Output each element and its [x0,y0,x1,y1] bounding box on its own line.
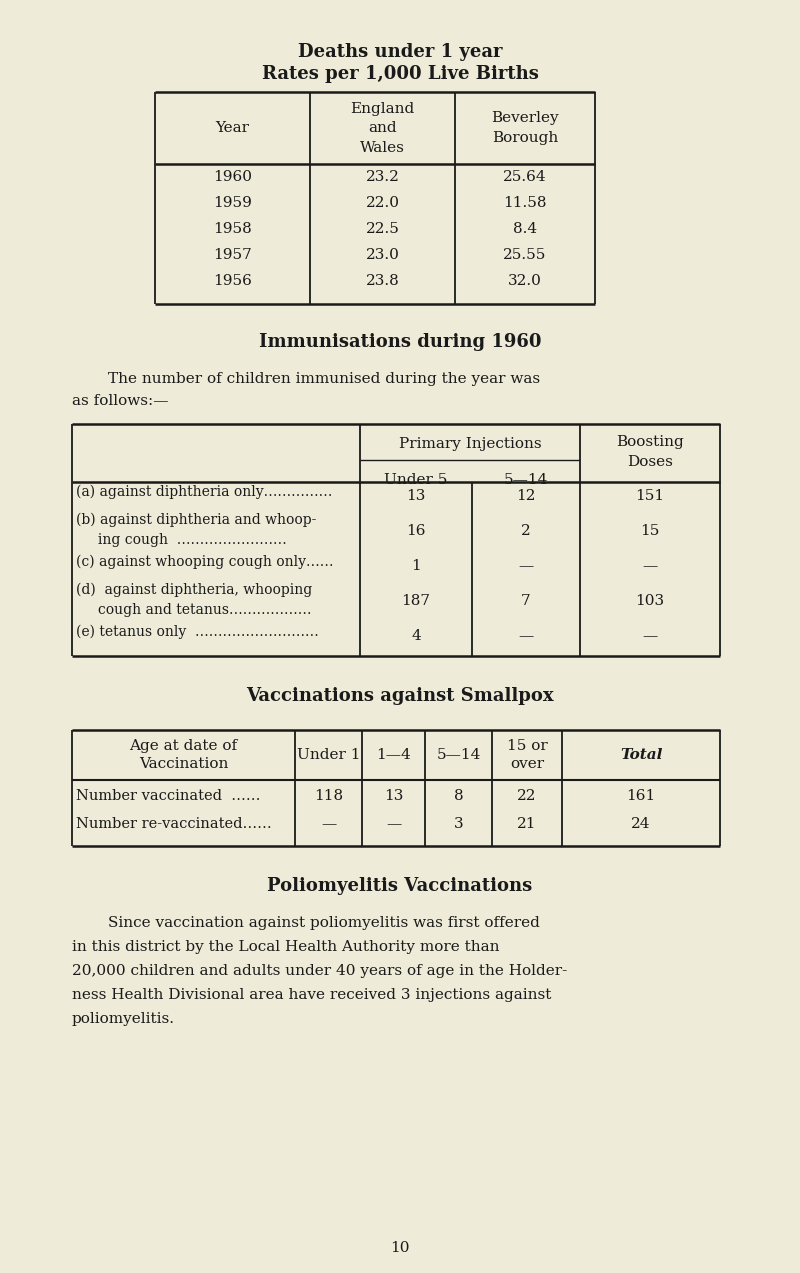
Text: —: — [642,629,658,643]
Text: Primary Injections: Primary Injections [398,437,542,451]
Text: 1958: 1958 [213,222,252,236]
Text: —: — [321,817,336,831]
Text: 1—4: 1—4 [376,749,411,763]
Text: 22: 22 [518,789,537,803]
Text: 23.8: 23.8 [366,274,399,288]
Text: Boosting
Doses: Boosting Doses [616,435,684,468]
Text: 23.0: 23.0 [366,248,399,262]
Text: Poliomyelitis Vaccinations: Poliomyelitis Vaccinations [267,877,533,895]
Text: Immunisations during 1960: Immunisations during 1960 [258,334,542,351]
Text: Deaths under 1 year: Deaths under 1 year [298,43,502,61]
Text: 118: 118 [314,789,343,803]
Text: —: — [518,559,534,573]
Text: —: — [386,817,401,831]
Text: 25.55: 25.55 [503,248,546,262]
Text: 1959: 1959 [213,196,252,210]
Text: The number of children immunised during the year was: The number of children immunised during … [108,372,540,386]
Text: 103: 103 [635,594,665,608]
Text: Year: Year [215,121,250,135]
Text: 151: 151 [635,489,665,503]
Text: 20,000 children and adults under 40 years of age in the Holder-: 20,000 children and adults under 40 year… [72,964,567,978]
Text: 11.58: 11.58 [503,196,546,210]
Text: 8: 8 [454,789,463,803]
Text: (b) against diphtheria and whoop-
     ing cough  ……………………: (b) against diphtheria and whoop- ing co… [76,513,316,547]
Text: 23.2: 23.2 [366,171,399,185]
Text: (c) against whooping cough only……: (c) against whooping cough only…… [76,555,334,569]
Text: Under 1: Under 1 [297,749,360,763]
Text: 15: 15 [640,524,660,538]
Text: Vaccinations against Smallpox: Vaccinations against Smallpox [246,687,554,705]
Text: 1: 1 [411,559,421,573]
Text: 21: 21 [518,817,537,831]
Text: 22.5: 22.5 [366,222,399,236]
Text: England
and
Wales: England and Wales [350,102,414,154]
Text: 1957: 1957 [213,248,252,262]
Text: 22.0: 22.0 [366,196,399,210]
Text: 1960: 1960 [213,171,252,185]
Text: —: — [642,559,658,573]
Text: (a) against diphtheria only……………: (a) against diphtheria only…………… [76,485,332,499]
Text: (d)  against diphtheria, whooping
     cough and tetanus………………: (d) against diphtheria, whooping cough a… [76,583,312,617]
Text: as follows:—: as follows:— [72,395,169,409]
Text: 5—14: 5—14 [504,474,548,488]
Text: 24: 24 [631,817,650,831]
Text: 5—14: 5—14 [436,749,481,763]
Text: 3: 3 [454,817,463,831]
Text: 25.64: 25.64 [503,171,547,185]
Text: Under 5: Under 5 [384,474,448,488]
Text: 187: 187 [402,594,430,608]
Text: Total: Total [620,749,662,763]
Text: 7: 7 [521,594,531,608]
Text: 13: 13 [384,789,403,803]
Text: Rates per 1,000 Live Births: Rates per 1,000 Live Births [262,65,538,83]
Text: Age at date of
Vaccination: Age at date of Vaccination [130,738,238,771]
Text: 13: 13 [406,489,426,503]
Text: 4: 4 [411,629,421,643]
Text: ness Health Divisional area have received 3 injections against: ness Health Divisional area have receive… [72,988,551,1002]
Text: 15 or
over: 15 or over [506,738,547,771]
Text: 32.0: 32.0 [508,274,542,288]
Text: Number re-vaccinated……: Number re-vaccinated…… [76,817,272,831]
Text: 161: 161 [626,789,656,803]
Text: 1956: 1956 [213,274,252,288]
Text: poliomyelitis.: poliomyelitis. [72,1012,175,1026]
Text: 8.4: 8.4 [513,222,537,236]
Text: Number vaccinated  ……: Number vaccinated …… [76,789,261,803]
Text: Beverley
Borough: Beverley Borough [491,111,559,145]
Text: in this district by the Local Health Authority more than: in this district by the Local Health Aut… [72,939,499,953]
Text: (e) tetanus only  ………………………: (e) tetanus only ……………………… [76,625,318,639]
Text: —: — [518,629,534,643]
Text: 12: 12 [516,489,536,503]
Text: 2: 2 [521,524,531,538]
Text: Since vaccination against poliomyelitis was first offered: Since vaccination against poliomyelitis … [108,917,540,931]
Text: 10: 10 [390,1241,410,1255]
Text: 16: 16 [406,524,426,538]
